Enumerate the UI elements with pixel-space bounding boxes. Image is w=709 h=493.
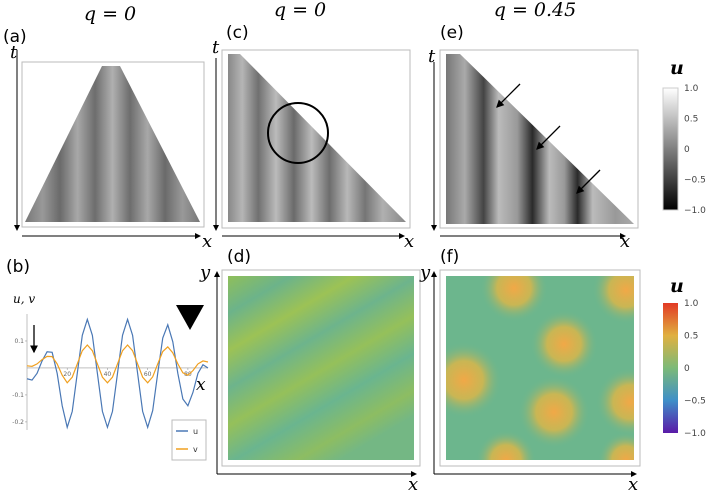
legend [171,419,207,461]
axis-label: t [212,37,220,58]
heatmap [228,276,414,460]
y-tick-label: -0.1 [12,392,24,399]
colorbar-tick-label: −1.0 [684,429,706,439]
heatmap [25,66,200,222]
axis-label: t [428,46,436,67]
arrow [576,169,601,194]
title: q = 0.45 [494,0,576,21]
axis-label: y [199,262,211,283]
colorbar-tick-label: 0 [684,145,690,155]
arrow [496,83,521,108]
colorbar-tick-label: −0.5 [684,397,706,407]
series-line [26,317,209,430]
heatmap [446,54,634,224]
arrow [536,125,561,150]
x-tick-label: 20 [63,371,71,378]
legend-label: u [193,427,198,436]
line-plot: 20 40 60 800.1-0.1-0.2uv [12,314,209,454]
x-tick-label: 60 [144,371,152,378]
colorbar-tick-label: 1.0 [684,84,699,94]
colorbar-tick-label: 0.5 [684,115,698,125]
panel-label: (c) [226,23,249,43]
series-line [26,344,209,384]
title: q = 0 [274,0,326,21]
axis-label: x [404,231,414,252]
panel-label: (a) [3,27,27,47]
colorbar-tick-label: −0.5 [684,176,706,186]
y-tick-label: 0.1 [14,338,24,345]
axis-label: u, v [13,292,35,306]
y-tick-label: -0.2 [12,419,24,426]
colorbar-tick-label: 0.5 [684,332,698,342]
panel-label: (d) [227,247,251,267]
panel-label: (e) [440,23,464,43]
panel-label: (f) [440,247,459,267]
colorbar-label: u [670,275,684,297]
heatmap [228,54,406,222]
title: q = 0 [84,3,136,25]
axis-label: t [10,42,18,63]
colorbar [662,87,679,211]
marker-triangle [176,305,204,330]
colorbar-tick-label: 1.0 [684,299,699,309]
legend-label: v [193,445,198,454]
axis-label: x [620,231,630,252]
colorbar-tick-label: −1.0 [684,206,706,216]
colorbar-label: u [670,57,684,79]
highlight-circle [267,102,329,164]
axis-label: x [196,375,206,395]
colorbar [663,303,678,433]
axis-label: x [202,231,212,252]
panel-label: (b) [6,257,30,277]
axis-label: x [408,474,418,493]
axis-label: y [419,262,431,283]
x-tick-label: 40 [104,371,112,378]
heatmap [446,276,634,460]
axis-label: x [628,474,638,493]
colorbar-tick-label: 0 [684,364,690,374]
